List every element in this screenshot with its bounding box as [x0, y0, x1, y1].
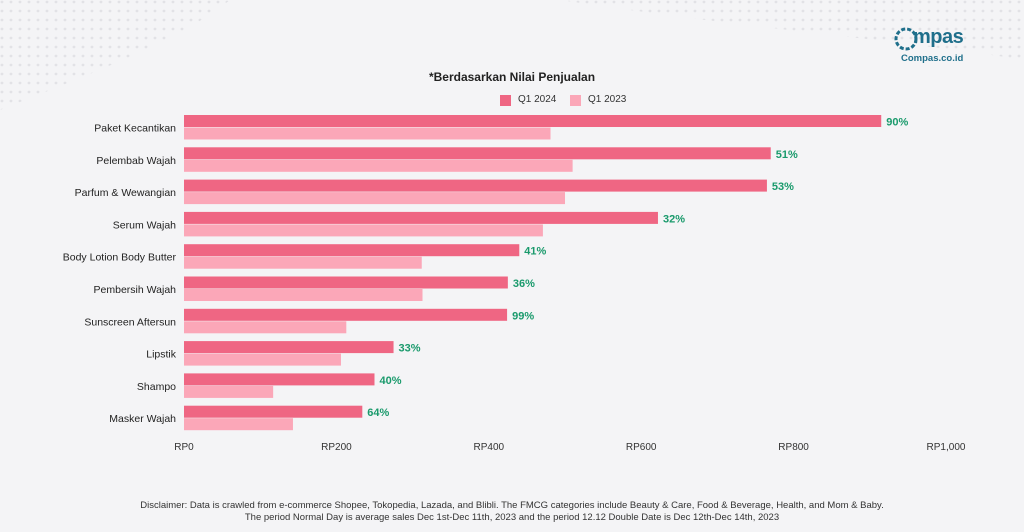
bar-q1-2023-masker-wajah [184, 418, 293, 431]
logo-url: Compas.co.id [901, 53, 964, 64]
legend-label-q1-2023: Q1 2023 [588, 94, 627, 105]
legend-swatch-q1-2024 [500, 95, 511, 106]
bar-q1-2023-body-lotion-body-butter [184, 256, 422, 269]
category-label-paket-kecantikan: Paket Kecantikan [94, 123, 176, 135]
x-tick-label-0: RP0 [174, 442, 194, 453]
bar-q1-2023-sunscreen-aftersun [184, 321, 347, 334]
bar-q1-2024-lipstik [184, 341, 394, 354]
bar-q1-2023-shampo [184, 385, 274, 398]
bar-q1-2024-sunscreen-aftersun [184, 308, 508, 321]
bar-q1-2024-body-lotion-body-butter [184, 244, 520, 257]
category-label-lipstik: Lipstik [146, 349, 177, 361]
legend-swatch-q1-2023 [570, 95, 581, 106]
category-label-shampo: Shampo [137, 381, 176, 393]
bar-q1-2023-lipstik [184, 353, 341, 366]
data-label-parfum-wewangian: 53% [772, 181, 794, 193]
bar-q1-2023-pelembab-wajah [184, 159, 573, 172]
bar-q1-2023-paket-kecantikan [184, 127, 551, 140]
data-label-pelembab-wajah: 51% [776, 149, 798, 161]
bar-q1-2023-serum-wajah [184, 224, 543, 237]
category-label-pembersih-wajah: Pembersih Wajah [94, 284, 177, 296]
data-label-body-lotion-body-butter: 41% [524, 246, 546, 258]
category-label-masker-wajah: Masker Wajah [109, 413, 176, 425]
x-tick-label-2: RP400 [474, 442, 505, 453]
compas-logo: mpas Compas.co.id [893, 24, 973, 68]
category-label-body-lotion-body-butter: Body Lotion Body Butter [63, 252, 177, 264]
disclaimer: Disclaimer: Data is crawled from e-comme… [0, 500, 1024, 524]
bar-q1-2024-masker-wajah [184, 405, 363, 418]
bar-q1-2024-pelembab-wajah [184, 147, 771, 160]
bar-q1-2024-shampo [184, 373, 375, 386]
x-tick-label-4: RP800 [778, 442, 809, 453]
data-label-pembersih-wajah: 36% [513, 278, 535, 290]
bar-q1-2023-pembersih-wajah [184, 289, 423, 301]
data-label-sunscreen-aftersun: 99% [512, 310, 534, 322]
data-label-lipstik: 33% [399, 343, 421, 355]
legend-label-q1-2024: Q1 2024 [518, 94, 557, 105]
chart-title: *Berdasarkan Nilai Penjualan [428, 70, 596, 84]
compass-logo-icon [894, 27, 918, 51]
bar-q1-2024-serum-wajah [184, 211, 658, 224]
bar-q1-2024-paket-kecantikan [184, 115, 882, 127]
category-label-sunscreen-aftersun: Sunscreen Aftersun [84, 316, 176, 328]
data-label-shampo: 40% [380, 375, 402, 387]
category-label-serum-wajah: Serum Wajah [113, 219, 176, 231]
logo-brand-text: mpas [913, 26, 964, 48]
category-label-parfum-wewangian: Parfum & Wewangian [75, 187, 177, 199]
category-label-pelembab-wajah: Pelembab Wajah [96, 155, 176, 167]
disclaimer-line-2: The period Normal Day is average sales D… [244, 512, 780, 523]
x-tick-label-3: RP600 [626, 442, 657, 453]
x-tick-label-5: RP1,000 [927, 442, 966, 453]
bar-q1-2023-parfum-wewangian [184, 192, 565, 205]
bar-q1-2024-parfum-wewangian [184, 179, 767, 192]
data-label-serum-wajah: 32% [663, 213, 685, 225]
data-label-masker-wajah: 64% [367, 407, 389, 419]
disclaimer-line-1: Disclaimer: Data is crawled from e-comme… [140, 500, 884, 511]
bar-chart: Paket Kecantikan 90% Pelembab Wajah 51% Parf… [63, 115, 966, 453]
x-tick-label-1: RP200 [321, 442, 352, 453]
bar-q1-2024-pembersih-wajah [184, 276, 508, 289]
data-label-paket-kecantikan: 90% [886, 117, 908, 129]
